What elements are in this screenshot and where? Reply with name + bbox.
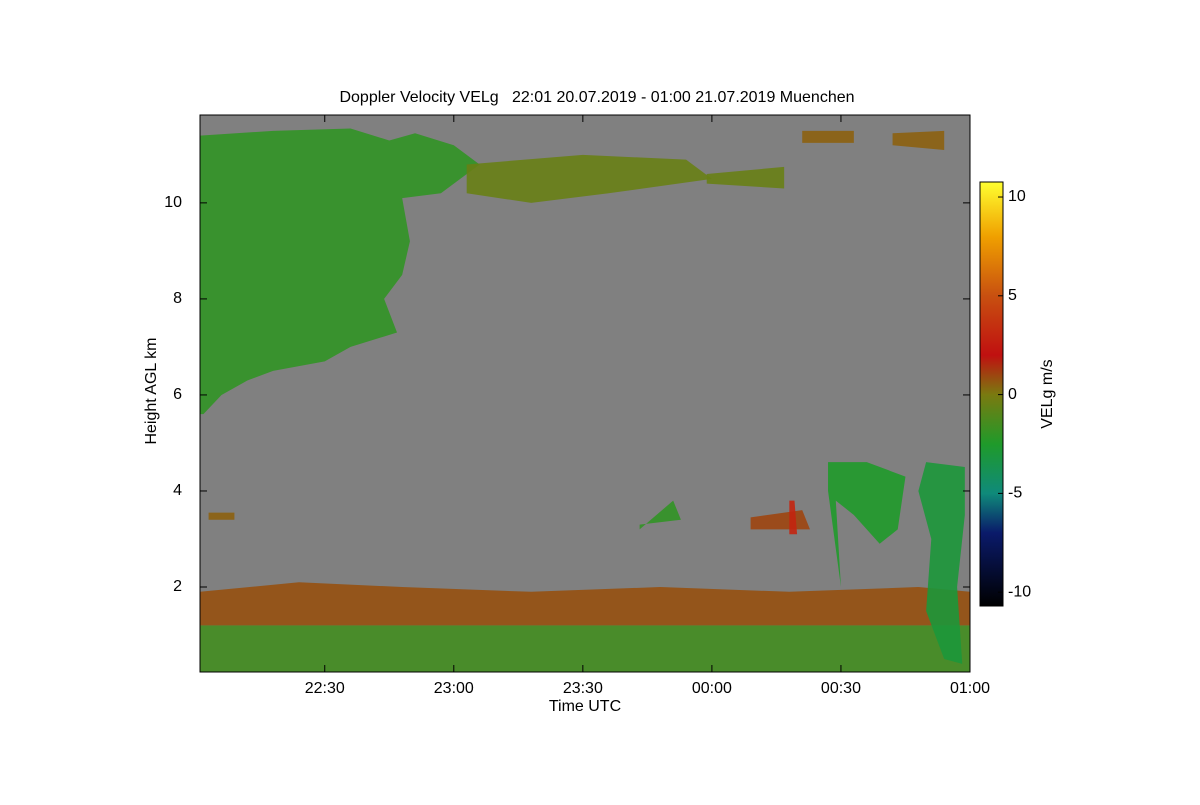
colorbar-tick-label: 0	[1008, 386, 1017, 403]
x-tick-label: 00:30	[821, 680, 861, 697]
x-tick-label: 00:00	[692, 680, 732, 697]
echo-region	[208, 512, 235, 520]
echo-region	[802, 130, 854, 143]
plot-frame	[199, 114, 971, 673]
echo-region	[706, 166, 785, 189]
x-tick-label: 01:00	[950, 680, 990, 697]
colorbar-tick-label: -10	[1008, 583, 1031, 600]
x-tick-label: 22:30	[305, 680, 345, 697]
echo-region	[918, 462, 965, 664]
x-tick-label: 23:00	[434, 680, 474, 697]
x-axis-label: Time UTC	[549, 698, 621, 715]
echo-region	[639, 500, 681, 530]
chart-title: Doppler Velocity VELg 22:01 20.07.2019 -…	[339, 89, 854, 106]
echo-region	[200, 128, 480, 415]
colorbar-label: VELg m/s	[1039, 359, 1056, 428]
y-tick-label: 8	[173, 290, 182, 307]
echo-region	[828, 462, 906, 588]
echo-region	[200, 582, 970, 626]
y-tick-label: 2	[173, 578, 182, 595]
x-tick-label: 23:30	[563, 680, 603, 697]
echo-region	[200, 625, 970, 672]
echo-region	[892, 130, 945, 151]
y-axis-label: Height AGL km	[143, 337, 160, 444]
echo-region	[789, 500, 798, 535]
y-tick-label: 10	[164, 194, 182, 211]
echo-region	[466, 154, 712, 203]
y-tick-label: 6	[173, 386, 182, 403]
colorbar-tick-label: 10	[1008, 188, 1026, 205]
colorbar	[979, 181, 1004, 607]
y-tick-label: 4	[173, 482, 182, 499]
colorbar-tick-label: 5	[1008, 287, 1017, 304]
colorbar-tick-label: -5	[1008, 485, 1022, 502]
